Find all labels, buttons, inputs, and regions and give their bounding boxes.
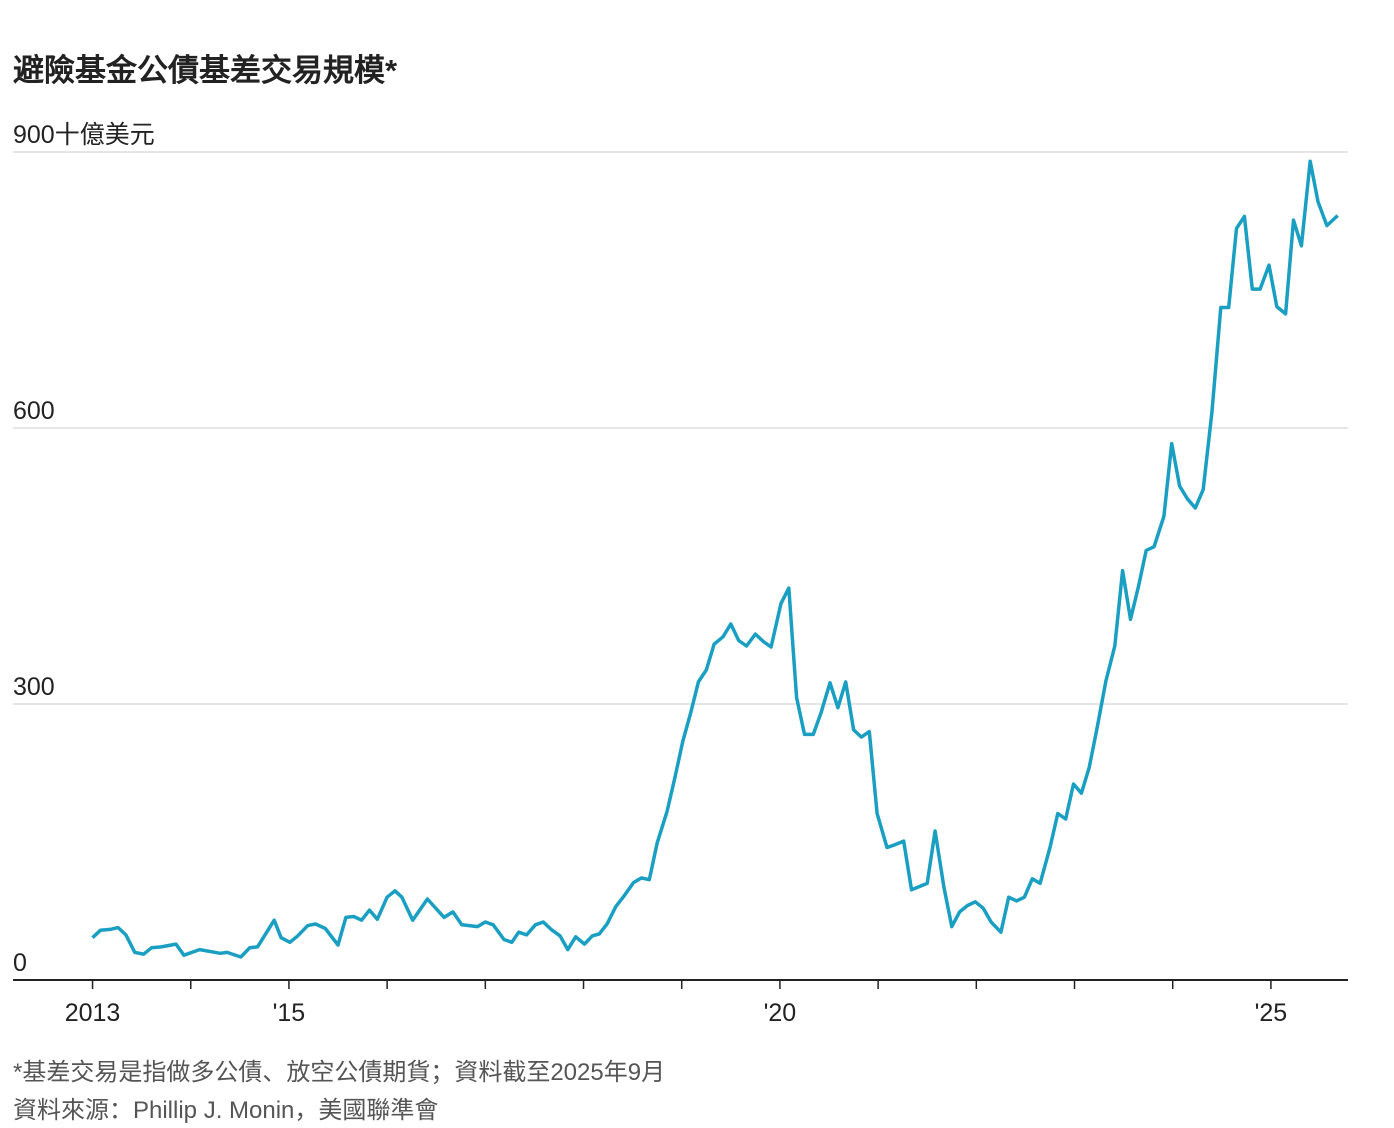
y-tick-label: 600 [13,397,55,425]
y-tick-label: 300 [13,673,55,701]
y-tick-label: 0 [13,949,27,977]
chart-title: 避險基金公債基差交易規模* [13,53,398,88]
footnote: *基差交易是指做多公債、放空公債期貨；資料截至2025年9月 [13,1059,665,1086]
data-line [91,159,1339,959]
x-tick-label: '15 [273,999,306,1027]
x-tick-label: 2013 [65,999,121,1027]
source: 資料來源：Phillip J. Monin，美國聯準會 [13,1097,438,1124]
y-tick-label: 900十億美元 [13,121,155,149]
x-tick-label: '20 [764,999,797,1027]
x-tick-label: '25 [1255,999,1288,1027]
